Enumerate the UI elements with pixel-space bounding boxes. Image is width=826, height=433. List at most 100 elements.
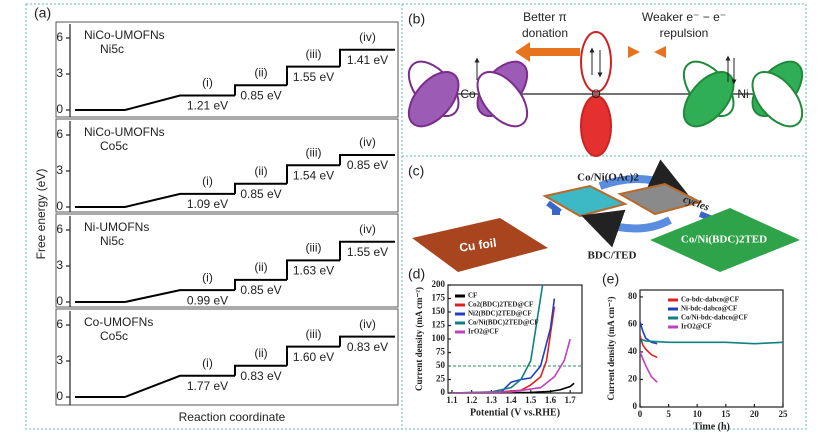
panel-label: (a) [34,5,51,21]
value-label: 1.54 eV [293,168,334,182]
value-label: 0.85 eV [240,283,281,297]
legend-label: Ni2(BDC)2TED@CF [468,310,532,318]
y-axis-label: Free energy (eV) [34,169,48,260]
sheet [617,182,703,216]
chart-subtitle: Co5c [100,329,128,343]
y-tick-label: 6 [56,30,63,44]
plot-area [448,285,582,393]
step-label: (iv) [359,30,376,44]
value-label: 1.09 eV [187,197,228,211]
x-tick-label: 1.5 [525,395,537,405]
energy-step [339,48,395,67]
series-line [640,351,658,383]
step-label: (iv) [359,135,376,149]
energy-step [339,335,395,347]
x-tick-label: 15 [721,409,731,419]
x-tick-label: 1.7 [565,395,577,405]
legend-label: Co/Ni-bdc-dabco@CF [681,314,748,322]
panel-frame [55,308,399,406]
cu-foil [412,218,548,272]
energy-step [234,364,287,376]
value-label: 0.99 eV [187,293,228,307]
legend-label: Co/Ni(BDC)2TED@CF [468,319,539,327]
ni-orbital [682,55,804,128]
legend-label: CF [468,292,477,300]
y-tick-label: 100 [432,333,446,343]
step-label: (i) [202,174,213,188]
atom-label: O [591,87,600,101]
y-tick-label: 20 [628,374,638,384]
legend-label: Co2(BDC)2TED@CF [468,301,533,309]
cycles-label: cycles [681,193,710,213]
step-label: (i) [202,76,213,90]
y-tick-label: 0 [56,199,63,213]
value-label: 0.83 eV [240,369,281,383]
chart-subtitle: Ni5c [100,234,124,248]
x-tick-label: 5 [666,409,671,419]
y-tick-label: 80 [628,291,638,301]
step-label: (iii) [306,241,322,255]
panel-frame [55,213,399,308]
energy-step [339,240,395,261]
panel-frame [55,21,399,118]
energy-step [286,164,340,184]
energy-step [234,278,287,291]
energy-step [286,259,340,280]
y-tick-label: 150 [432,306,446,316]
energy-step [339,154,395,166]
value-label: 0.83 eV [347,340,388,354]
value-label: 1.21 eV [187,99,228,113]
energy-step [124,94,235,111]
chart-subtitle: Ni5c [100,42,124,56]
step-label: (iv) [359,222,376,236]
arrow [612,46,640,58]
panel-label: (d) [408,266,425,282]
sheet [542,184,628,218]
arrow [581,209,672,248]
step-label: (ii) [254,260,267,274]
y-tick-label: 0 [56,294,63,308]
y-tick-label: 6 [56,222,63,236]
step-label: (iii) [306,47,322,61]
plot-area [640,321,783,383]
substrate-label: Cu foil [458,236,497,255]
x-tick-label: 20 [750,409,760,419]
panel-label: (e) [602,271,619,287]
series-line [640,335,658,359]
series-line [640,321,658,345]
panel-frame [55,118,399,213]
value-label: 1.63 eV [293,264,334,278]
y-tick-label: 0 [56,389,63,403]
y-tick-label: 200 [432,279,446,289]
chart-title: NiCo-UMOFNs [84,125,165,139]
plot-frame [639,289,784,408]
step-label: (iv) [359,317,376,331]
x-tick-label: 1.2 [466,395,478,405]
value-label: 1.77 eV [187,379,228,393]
panel-label: (b) [408,11,425,27]
y-tick-label: 0 [56,102,63,116]
y-axis-label: Current density (mA cm⁻²) [414,287,424,391]
x-axis-label: Reaction coordinate [179,410,286,424]
arrow [546,200,562,215]
step-label: (iii) [306,327,322,341]
energy-step [124,374,235,398]
step-label: (ii) [254,65,267,79]
series-line [451,298,556,393]
value-label: 0.85 eV [240,187,281,201]
product-sheet [650,208,800,272]
atom-label: Ni [737,87,748,101]
value-label: 1.55 eV [293,70,334,84]
x-tick-label: 1.4 [505,395,517,405]
linker-label: BDC/TED [588,250,637,262]
x-axis-label: Time (h) [693,421,730,432]
legend-label: IrO2@CF [468,328,499,336]
y-tick-label: 40 [628,346,638,356]
arrow [654,46,680,58]
y-tick-label: 6 [56,317,63,331]
series-line [451,338,571,393]
legend-label: IrO2@CF [681,323,712,331]
value-label: 0.85 eV [347,158,388,172]
y-tick-label: 75 [436,347,446,357]
panel-label: (c) [408,163,424,179]
